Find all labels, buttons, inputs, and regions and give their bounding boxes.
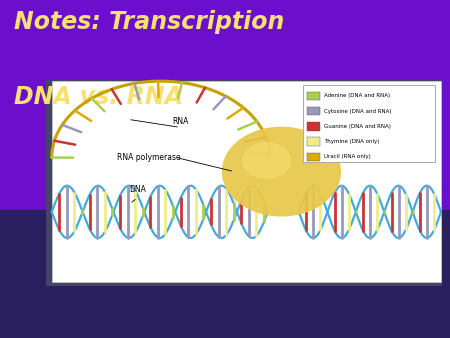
- Bar: [307, 138, 320, 146]
- Text: DNA vs. RNA: DNA vs. RNA: [14, 84, 182, 108]
- Text: RNA polymerase: RNA polymerase: [117, 153, 181, 162]
- Text: RNA: RNA: [172, 117, 189, 126]
- Bar: [52, 81, 441, 282]
- Bar: [307, 92, 320, 100]
- Circle shape: [243, 143, 290, 178]
- Bar: [303, 85, 435, 162]
- Bar: [0, 0, 450, 210]
- Text: Uracil (RNA only): Uracil (RNA only): [324, 154, 371, 160]
- Text: Adenine (DNA and RNA): Adenine (DNA and RNA): [324, 93, 390, 98]
- Text: Thymine (DNA only): Thymine (DNA only): [324, 139, 379, 144]
- Text: Notes: Transcription: Notes: Transcription: [14, 10, 284, 34]
- Circle shape: [222, 127, 340, 216]
- Text: DNA: DNA: [129, 185, 146, 194]
- Bar: [0, 210, 450, 338]
- Text: Guanine (DNA and RNA): Guanine (DNA and RNA): [324, 124, 391, 129]
- Bar: [307, 107, 320, 115]
- Bar: [46, 80, 442, 286]
- Text: Cytosine (DNA and RNA): Cytosine (DNA and RNA): [324, 108, 392, 114]
- Bar: [307, 153, 320, 161]
- Bar: [307, 122, 320, 130]
